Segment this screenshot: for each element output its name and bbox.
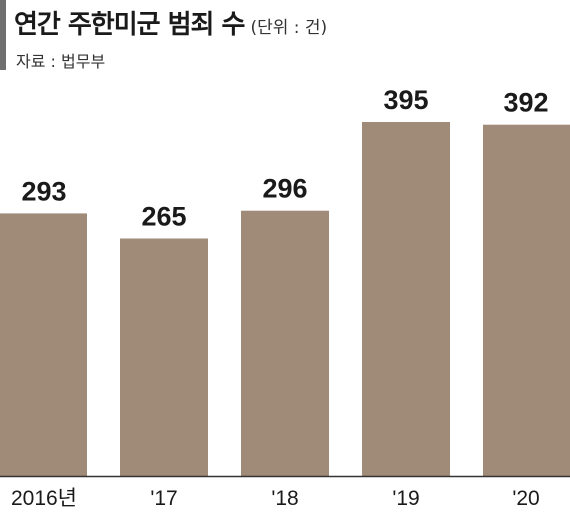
chart-unit: (단위 : 건) — [250, 18, 328, 38]
category-label-4: '20 — [512, 487, 539, 510]
value-label-4: 392 — [503, 88, 548, 118]
value-label-0: 293 — [21, 176, 66, 206]
chart-title-block: 연간 주한미군 범죄 수 (단위 : 건) — [14, 4, 327, 41]
category-label-0: 2016년 — [11, 487, 77, 510]
bar-4 — [483, 124, 570, 477]
chart-source: 자료 : 법무부 — [16, 52, 106, 71]
bar-2 — [241, 210, 329, 476]
category-labels-group: 2016년 '17 '18 '19 '20 — [11, 487, 540, 510]
value-label-1: 265 — [141, 202, 186, 232]
bar-3 — [362, 122, 450, 476]
value-labels-group: 293 265 296 395 392 — [21, 85, 548, 232]
value-label-3: 395 — [383, 85, 428, 115]
bars-group — [0, 122, 570, 477]
category-label-2: '18 — [271, 487, 298, 510]
title-accent-bar — [0, 0, 6, 70]
bar-0 — [0, 213, 87, 476]
value-label-2: 296 — [262, 174, 307, 204]
chart-title: 연간 주한미군 범죄 수 — [14, 10, 245, 40]
category-label-3: '19 — [392, 487, 419, 510]
bar-1 — [120, 238, 208, 476]
category-label-1: '17 — [150, 487, 177, 510]
